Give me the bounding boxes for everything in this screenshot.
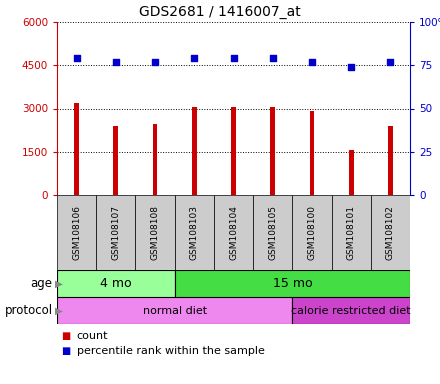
Text: GSM108104: GSM108104 (229, 205, 238, 260)
Bar (349, 150, 353, 195)
Text: GSM108108: GSM108108 (150, 205, 160, 260)
Bar (270, 107, 275, 195)
Text: age: age (31, 277, 53, 290)
Text: GSM108102: GSM108102 (386, 205, 395, 260)
Bar (57, 270, 175, 297)
Text: GSM108106: GSM108106 (72, 205, 81, 260)
Text: ▶: ▶ (55, 278, 63, 288)
Bar (292, 297, 410, 324)
Point (73, 55, 80, 61)
Text: normal diet: normal diet (143, 306, 207, 316)
Bar (332, 195, 371, 270)
Text: count: count (77, 331, 108, 341)
Bar (114, 126, 118, 195)
Bar (214, 195, 253, 270)
Bar (57, 195, 96, 270)
Bar (74, 103, 79, 195)
Bar (231, 107, 236, 195)
Point (151, 59, 158, 65)
Bar (136, 195, 175, 270)
Bar (192, 107, 197, 195)
Text: calorie restricted diet: calorie restricted diet (291, 306, 411, 316)
Bar (153, 124, 158, 195)
Bar (175, 195, 214, 270)
Bar (96, 195, 136, 270)
Text: ▶: ▶ (55, 306, 63, 316)
Text: GSM108103: GSM108103 (190, 205, 199, 260)
Text: GSM108101: GSM108101 (347, 205, 356, 260)
Point (191, 55, 198, 61)
Point (308, 59, 315, 65)
Point (230, 55, 237, 61)
Text: GSM108105: GSM108105 (268, 205, 277, 260)
Bar (253, 195, 292, 270)
Text: GSM108100: GSM108100 (308, 205, 316, 260)
Point (269, 55, 276, 61)
Text: GDS2681 / 1416007_at: GDS2681 / 1416007_at (139, 5, 301, 19)
Text: ■: ■ (62, 331, 71, 341)
Point (348, 64, 355, 70)
Bar (310, 111, 314, 195)
Bar (292, 195, 332, 270)
Point (387, 59, 394, 65)
Text: 15 mo: 15 mo (272, 277, 312, 290)
Bar (57, 297, 292, 324)
Text: ■: ■ (62, 346, 71, 356)
Point (112, 59, 119, 65)
Bar (175, 270, 410, 297)
Bar (388, 126, 393, 195)
Text: GSM108107: GSM108107 (111, 205, 120, 260)
Text: 4 mo: 4 mo (100, 277, 132, 290)
Text: percentile rank within the sample: percentile rank within the sample (77, 346, 265, 356)
Text: protocol: protocol (4, 304, 53, 317)
Bar (371, 195, 410, 270)
